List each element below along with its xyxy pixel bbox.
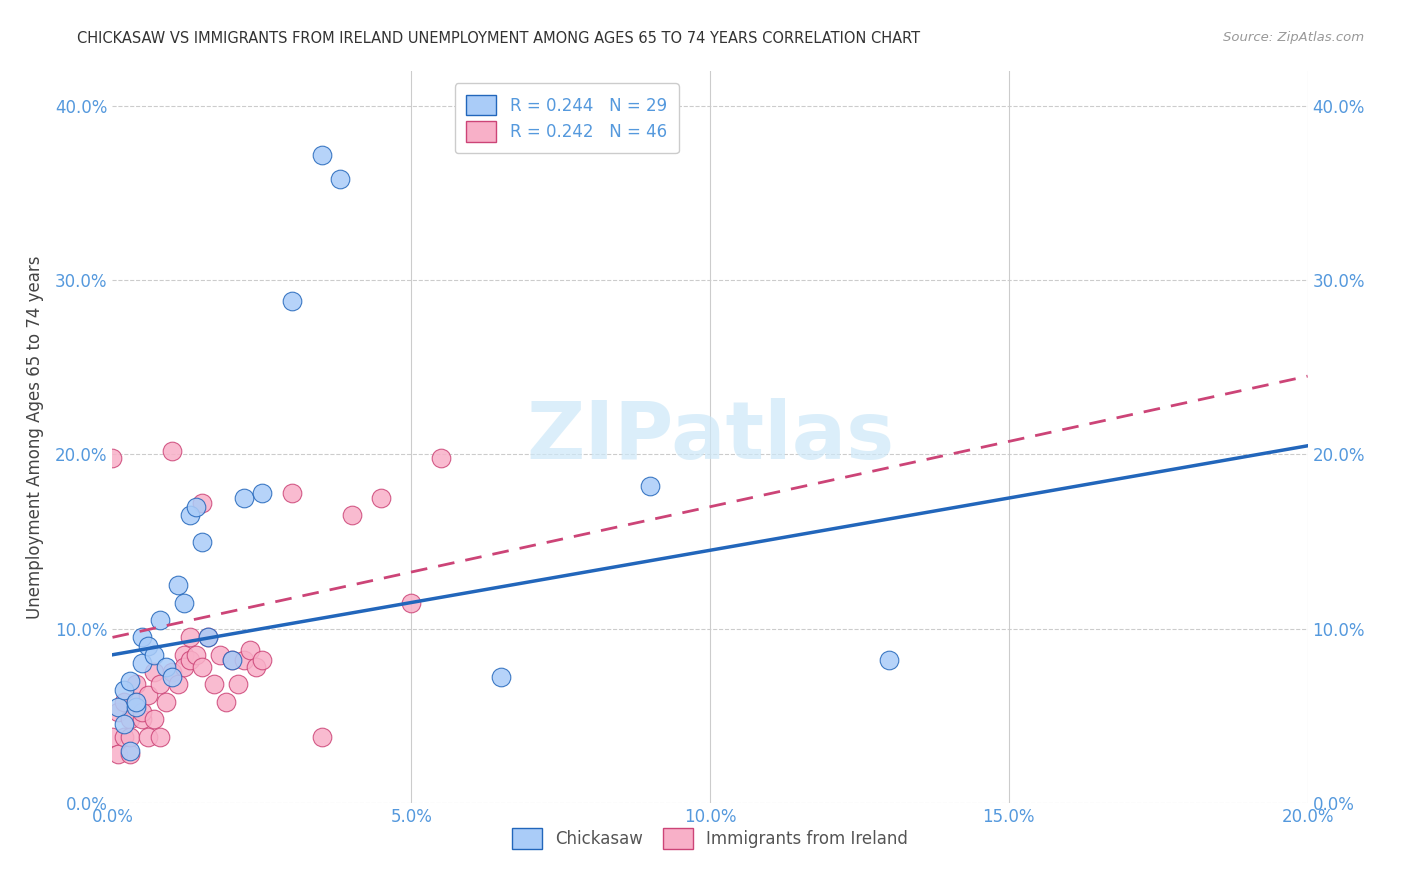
Point [167, 677, 190, 691]
Point [221, 653, 243, 667]
Point [173, 595, 195, 609]
Point [370, 491, 392, 505]
Point [173, 660, 195, 674]
Point [138, 639, 160, 653]
Point [226, 677, 249, 691]
Point [120, 712, 142, 726]
Point [107, 705, 129, 719]
Point [209, 648, 232, 662]
Point [149, 730, 172, 744]
Point [131, 631, 153, 645]
Point [131, 705, 153, 719]
Point [401, 595, 423, 609]
Point [179, 508, 201, 523]
Point [191, 660, 214, 674]
Point [138, 688, 160, 702]
Point [197, 631, 219, 645]
Point [120, 747, 142, 761]
Point [329, 172, 352, 186]
Point [489, 670, 512, 684]
Point [125, 700, 148, 714]
Point [233, 491, 256, 505]
Point [281, 485, 304, 500]
Point [125, 677, 148, 691]
Point [879, 653, 901, 667]
Point [186, 648, 208, 662]
Point [250, 485, 273, 500]
Point [120, 673, 142, 688]
Point [430, 450, 453, 465]
Point [179, 653, 201, 667]
Text: CHICKASAW VS IMMIGRANTS FROM IRELAND UNEMPLOYMENT AMONG AGES 65 TO 74 YEARS CORR: CHICKASAW VS IMMIGRANTS FROM IRELAND UNE… [77, 31, 921, 46]
Point [311, 730, 333, 744]
Point [186, 500, 208, 514]
Point [143, 648, 166, 662]
Point [101, 450, 124, 465]
Point [114, 682, 135, 697]
Point [197, 631, 219, 645]
Point [155, 695, 177, 709]
Point [281, 294, 304, 309]
Legend: Chickasaw, Immigrants from Ireland: Chickasaw, Immigrants from Ireland [501, 817, 920, 860]
Point [311, 148, 333, 162]
Point [221, 653, 243, 667]
Point [233, 653, 256, 667]
Point [162, 665, 183, 680]
Point [162, 670, 183, 684]
Point [340, 508, 363, 523]
Text: Source: ZipAtlas.com: Source: ZipAtlas.com [1223, 31, 1364, 45]
Point [149, 613, 172, 627]
Point [138, 730, 160, 744]
Point [131, 657, 153, 671]
Point [191, 496, 214, 510]
Point [167, 578, 190, 592]
Point [173, 648, 195, 662]
Point [155, 660, 177, 674]
Point [215, 695, 238, 709]
Point [114, 730, 135, 744]
Point [120, 730, 142, 744]
Point [245, 660, 267, 674]
Y-axis label: Unemployment Among Ages 65 to 74 years: Unemployment Among Ages 65 to 74 years [25, 255, 44, 619]
Point [107, 747, 129, 761]
Point [114, 717, 135, 731]
Point [131, 712, 153, 726]
Point [101, 730, 124, 744]
Point [149, 677, 172, 691]
Point [125, 695, 148, 709]
Point [640, 479, 662, 493]
Point [143, 665, 166, 680]
Point [191, 534, 214, 549]
Point [125, 695, 148, 709]
Text: ZIPatlas: ZIPatlas [526, 398, 894, 476]
Point [107, 700, 129, 714]
Point [143, 712, 166, 726]
Point [250, 653, 273, 667]
Point [114, 695, 135, 709]
Point [179, 631, 201, 645]
Point [120, 743, 142, 757]
Point [162, 444, 183, 458]
Point [239, 642, 262, 657]
Point [202, 677, 225, 691]
